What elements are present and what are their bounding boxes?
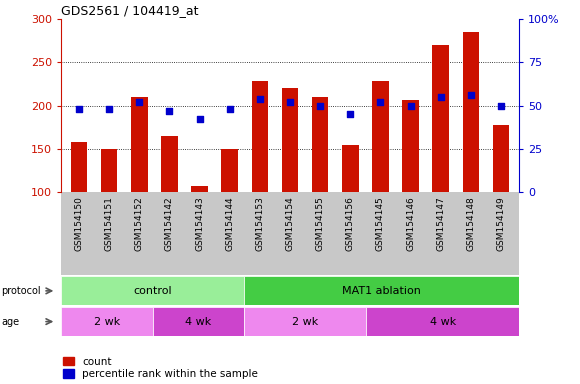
Bar [372, 81, 389, 192]
Text: GSM154149: GSM154149 [496, 196, 506, 251]
Text: 4 wk: 4 wk [185, 316, 212, 327]
Point [406, 103, 415, 109]
Bar [101, 149, 117, 192]
Text: GSM154146: GSM154146 [406, 196, 415, 251]
Text: control: control [133, 286, 172, 296]
Point [496, 103, 506, 109]
Bar [153, 307, 244, 336]
Text: GSM154143: GSM154143 [195, 196, 204, 251]
Text: GSM154151: GSM154151 [104, 196, 114, 251]
Point [255, 96, 264, 102]
Bar [222, 149, 238, 192]
Bar [161, 136, 177, 192]
Bar [191, 186, 208, 192]
Bar [244, 307, 367, 336]
Text: MAT1 ablation: MAT1 ablation [342, 286, 421, 296]
Point [436, 94, 445, 100]
Bar [282, 88, 298, 192]
Text: GSM154142: GSM154142 [165, 196, 174, 251]
Text: age: age [1, 316, 19, 327]
Bar [71, 142, 87, 192]
Bar [61, 307, 153, 336]
Text: 2 wk: 2 wk [93, 316, 120, 327]
Text: GSM154156: GSM154156 [346, 196, 355, 251]
Bar [433, 45, 449, 192]
Text: GSM154154: GSM154154 [285, 196, 295, 251]
Point [135, 99, 144, 105]
Bar [342, 146, 358, 192]
Text: GSM154150: GSM154150 [74, 196, 84, 251]
Text: GSM154148: GSM154148 [466, 196, 476, 251]
Bar [493, 126, 509, 192]
Bar [131, 97, 147, 192]
Point [316, 103, 325, 109]
Point [376, 99, 385, 105]
Text: 2 wk: 2 wk [292, 316, 318, 327]
Point [346, 111, 355, 118]
Point [195, 116, 204, 122]
Text: protocol: protocol [1, 286, 41, 296]
Bar [367, 307, 519, 336]
Bar [312, 97, 328, 192]
Text: GDS2561 / 104419_at: GDS2561 / 104419_at [61, 3, 198, 17]
Bar [463, 32, 479, 192]
Text: GSM154147: GSM154147 [436, 196, 445, 251]
Point [165, 108, 174, 114]
Text: 4 wk: 4 wk [430, 316, 456, 327]
Point [285, 99, 295, 105]
Bar [244, 276, 519, 305]
Point [104, 106, 114, 112]
Point [225, 106, 234, 112]
Point [466, 92, 476, 98]
Bar [252, 81, 268, 192]
Text: GSM154155: GSM154155 [316, 196, 325, 251]
Text: GSM154144: GSM154144 [225, 196, 234, 251]
Legend: count, percentile rank within the sample: count, percentile rank within the sample [63, 357, 258, 379]
Text: GSM154152: GSM154152 [135, 196, 144, 251]
Bar [61, 276, 244, 305]
Text: GSM154145: GSM154145 [376, 196, 385, 251]
Point [74, 106, 84, 112]
Text: GSM154153: GSM154153 [255, 196, 264, 251]
Bar [403, 99, 419, 192]
